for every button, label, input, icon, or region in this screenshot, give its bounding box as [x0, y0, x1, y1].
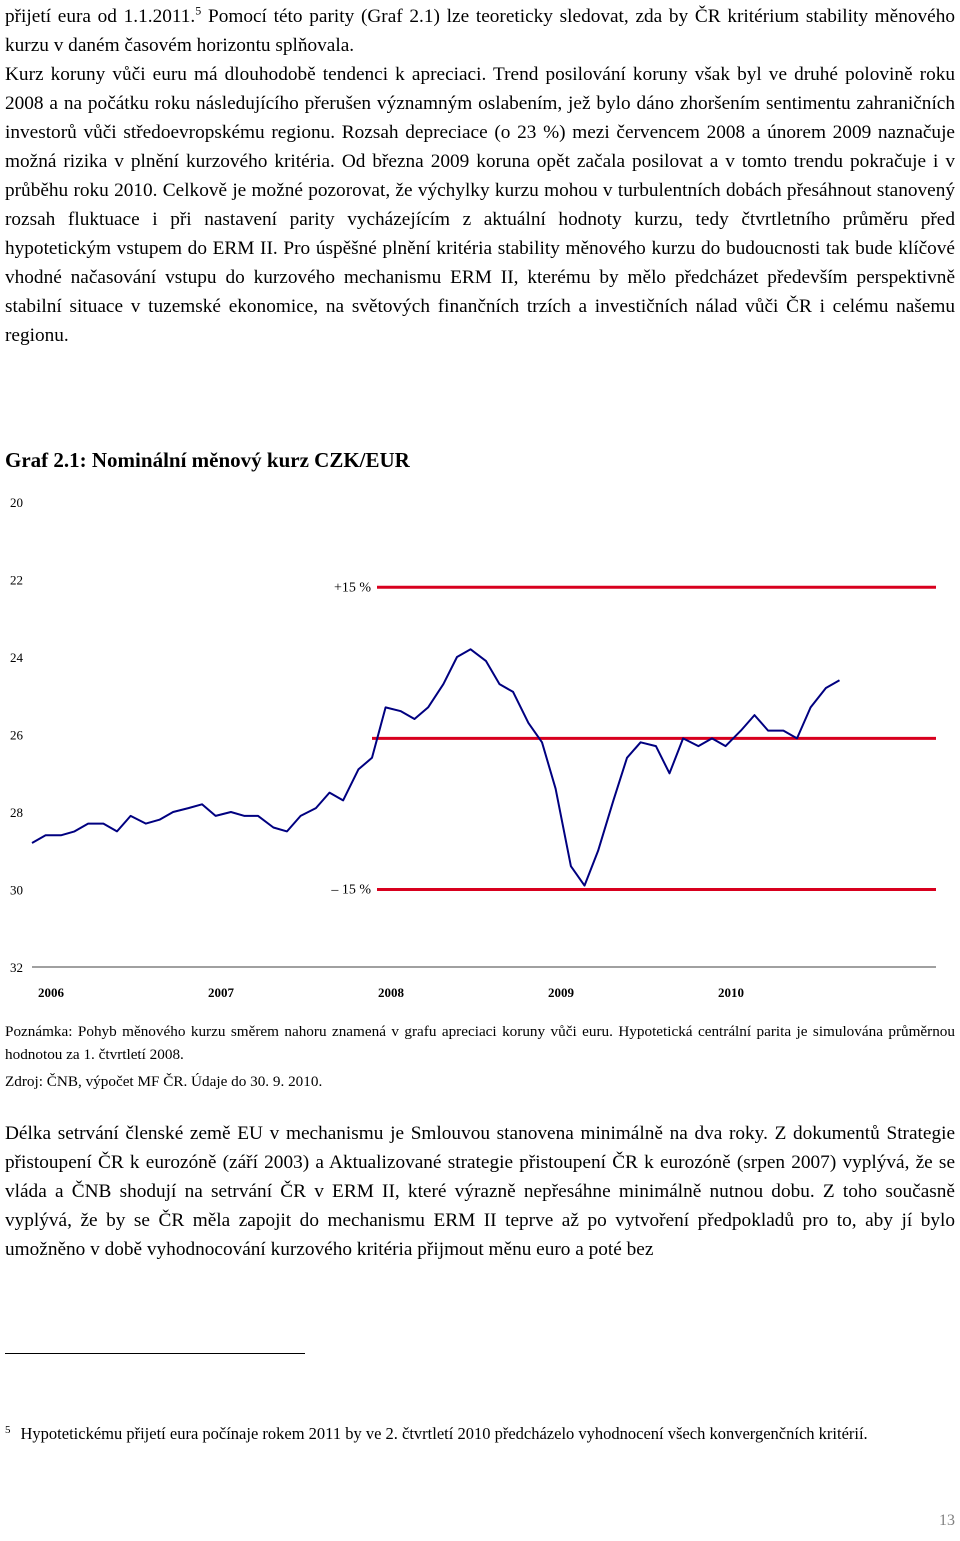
y-tick-label: 20 [10, 495, 23, 510]
x-tick-label: 2009 [548, 985, 575, 1000]
y-tick-label: 24 [10, 650, 24, 665]
figure-source: Zdroj: ČNB, výpočet MF ČR. Údaje do 30. … [5, 1073, 323, 1090]
footnote-separator [5, 1353, 305, 1354]
figure-caption: Graf 2.1: Nominální měnový kurz CZK/EUR [5, 448, 410, 472]
paragraph-intro-text: přijetí eura od 1.1.2011. [5, 6, 196, 27]
y-axis-ticks: 20 22 24 26 28 30 32 [10, 495, 936, 975]
fluctuation-bands: +15 % – 15 % [330, 580, 936, 898]
y-tick-label: 22 [10, 573, 23, 588]
footnote-reference: 5 [195, 3, 202, 18]
x-axis-ticks: 2006 2007 2008 2009 2010 [38, 985, 744, 1000]
paragraph-intro-text-rest: Pomocí této parity (Graf 2.1) lze teoret… [5, 6, 955, 56]
footnote: 5 Hypotetickému přijetí eura počínaje rok… [5, 1421, 955, 1446]
y-tick-label: 32 [10, 960, 23, 975]
paragraph-exchange-rate-trend: Kurz koruny vůči euru má dlouhodobě tend… [5, 64, 955, 346]
y-tick-label: 28 [10, 805, 23, 820]
figure-note: Poznámka: Pohyb měnového kurzu směrem na… [5, 1023, 955, 1063]
x-tick-label: 2006 [38, 985, 65, 1000]
x-tick-label: 2007 [208, 985, 235, 1000]
page-number: 13 [939, 1512, 955, 1529]
y-tick-label: 30 [10, 883, 23, 898]
exchange-rate-line [31, 648, 840, 887]
paragraph-erm-duration: Délka setrvání členské země EU v mechani… [5, 1123, 955, 1260]
footnote-text: Hypotetickému přijetí eura počínaje roke… [20, 1424, 868, 1443]
y-tick-label: 26 [10, 728, 24, 743]
band-label: – 15 % [330, 883, 371, 898]
footnote-mark: 5 [5, 1423, 11, 1436]
band-label: +15 % [334, 580, 371, 595]
exchange-rate-chart: 20 22 24 26 28 30 32 2006 2007 2008 2009 2010 +15 … [10, 495, 936, 1000]
paragraph-intro: přijetí eura od 1.1.2011.5 Pomocí této p… [5, 2, 955, 60]
x-tick-label: 2010 [718, 985, 744, 1000]
x-tick-label: 2008 [378, 985, 405, 1000]
